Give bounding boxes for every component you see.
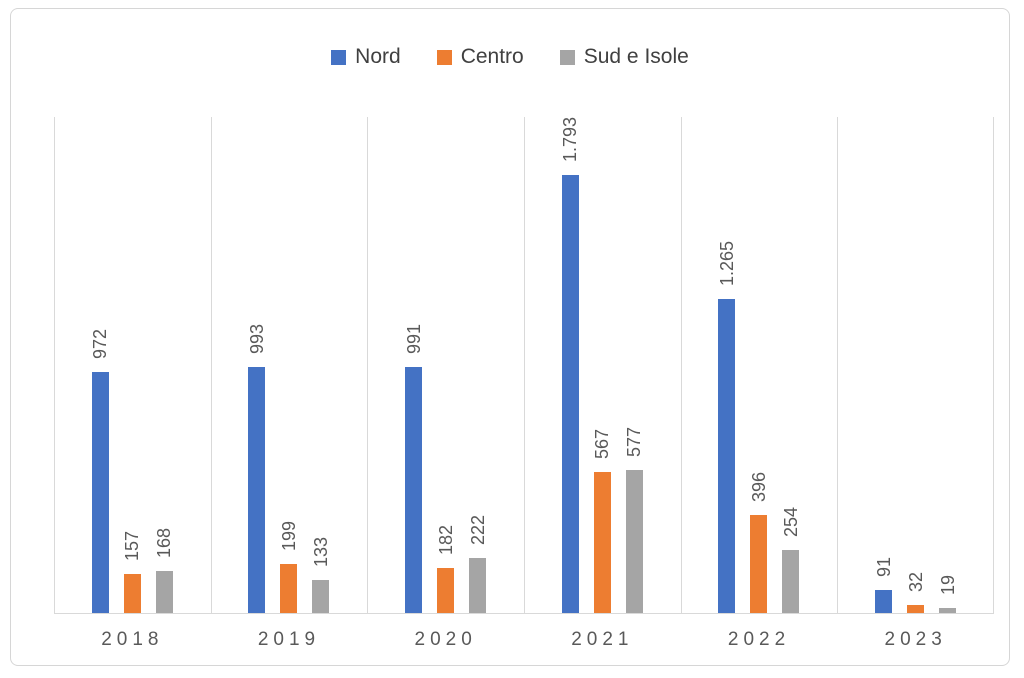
bar-value-label: 567: [592, 429, 613, 460]
legend-label: Sud e Isole: [583, 45, 689, 68]
bar-wrap: 991: [403, 117, 425, 613]
bar-wrap: 133: [310, 117, 332, 613]
legend-swatch-icon: [331, 49, 347, 65]
plot-area: 972 157 168 993 199 133 991 182 222 1.793 567 577 1.…: [54, 117, 994, 614]
bar-wrap: 32: [905, 117, 927, 613]
bar-group-2021: 1.793 567 577: [524, 117, 681, 613]
bar-sud-e-isole-2023: [939, 608, 957, 613]
bar-centro-2020: [437, 567, 455, 613]
gridline: [680, 117, 682, 613]
bar-group-2020: 991 182 222: [367, 117, 524, 613]
x-axis-label-2021: 2021: [571, 629, 634, 650]
bar-wrap: 396: [748, 117, 770, 613]
gridline: [993, 117, 994, 613]
bar-sud-e-isole-2018: [155, 571, 173, 613]
x-axis-label-2018: 2018: [101, 629, 164, 650]
legend-swatch-icon: [559, 49, 575, 65]
bar-wrap: 168: [153, 117, 175, 613]
bar-sud-e-isole-2020: [469, 557, 487, 613]
bar-nord-2023: [875, 590, 893, 613]
x-axis-label-2019: 2019: [257, 629, 321, 650]
bar-value-label: 222: [467, 514, 488, 545]
gridline: [367, 117, 369, 613]
legend-item-centro: Centro: [436, 45, 524, 69]
gridline: [54, 117, 55, 613]
bar-wrap: 993: [246, 117, 268, 613]
x-axis-label-2020: 2020: [414, 629, 477, 650]
bar-group-2023: 91 32 19: [837, 117, 994, 613]
bar-centro-2021: [593, 472, 611, 613]
bar-wrap: 199: [278, 117, 300, 613]
bar-value-label: 991: [403, 324, 424, 355]
bar-wrap: 222: [467, 117, 489, 613]
bar-value-label: 168: [154, 528, 175, 559]
bar-wrap: 972: [89, 117, 111, 613]
bar-value-label: 182: [435, 524, 456, 555]
bar-centro-2018: [123, 574, 141, 613]
bar-wrap: 182: [435, 117, 457, 613]
bar-value-label: 993: [246, 323, 267, 354]
gridline: [210, 117, 212, 613]
bar-value-label: 254: [780, 506, 801, 538]
bar-value-label: 972: [90, 328, 111, 359]
bar-wrap: 1.793: [559, 117, 581, 613]
x-axis: 2018 2019 2020 2021 2022 2023: [54, 629, 994, 651]
bar-value-label: 32: [905, 572, 926, 593]
bar-value-label: 1.265: [716, 241, 737, 287]
bar-value-label: 91: [873, 557, 894, 578]
bar-centro-2022: [750, 514, 768, 613]
bar-wrap: 19: [937, 117, 959, 613]
bar-value-label: 199: [278, 520, 299, 551]
bar-group-2019: 993 199 133: [211, 117, 368, 613]
bar-sud-e-isole-2021: [625, 469, 643, 613]
bar-value-label: 577: [624, 426, 645, 457]
legend-label: Centro: [460, 45, 524, 68]
bar-nord-2021: [561, 175, 579, 613]
chart-frame: Nord Centro Sud e Isole 972 157 168 993 199 133…: [10, 8, 1010, 666]
bar-wrap: 157: [121, 117, 143, 613]
bar-nord-2018: [91, 371, 109, 613]
bar-value-label: 157: [122, 531, 143, 562]
bar-group-2018: 972 157 168: [54, 117, 211, 613]
legend-label: Nord: [355, 45, 401, 68]
bar-wrap: 1.265: [716, 117, 738, 613]
bar-value-label: 19: [937, 575, 958, 596]
gridline: [524, 117, 525, 613]
bar-nord-2022: [718, 299, 736, 613]
bar-group-2022: 1.265 396 254: [681, 117, 838, 613]
x-axis-label-2023: 2023: [884, 629, 947, 650]
chart-legend: Nord Centro Sud e Isole: [11, 45, 1009, 69]
bar-sud-e-isole-2022: [782, 550, 800, 613]
x-axis-label-2022: 2022: [727, 629, 791, 650]
bar-value-label: 1.793: [560, 117, 581, 163]
bar-value-label: 133: [310, 536, 331, 568]
bar-centro-2023: [907, 605, 925, 613]
bar-sud-e-isole-2019: [312, 580, 330, 613]
bar-nord-2020: [405, 367, 423, 613]
bar-wrap: 91: [873, 117, 895, 613]
bar-wrap: 567: [591, 117, 613, 613]
bar-value-label: 396: [748, 471, 769, 502]
legend-item-nord: Nord: [331, 45, 401, 69]
bar-centro-2019: [280, 563, 298, 613]
bar-nord-2019: [248, 366, 266, 613]
bar-wrap: 254: [780, 117, 802, 613]
legend-swatch-icon: [436, 49, 452, 65]
bar-wrap: 577: [623, 117, 645, 613]
gridline: [837, 117, 839, 613]
legend-item-sud-e-isole: Sud e Isole: [559, 45, 689, 69]
